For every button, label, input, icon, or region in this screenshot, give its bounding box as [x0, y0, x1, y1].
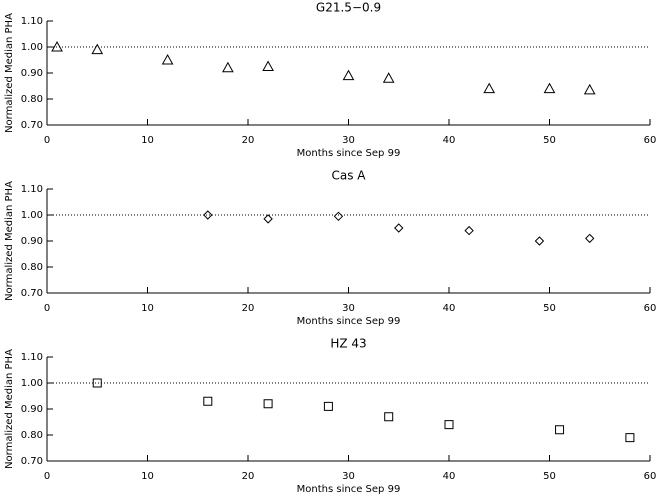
data-point — [543, 82, 556, 94]
x-tick-label: 40 — [443, 471, 456, 482]
data-point — [625, 433, 635, 443]
panel-title: Cas A — [331, 169, 366, 183]
y-axis-label: Normalized Median PHA — [4, 13, 15, 133]
data-point — [262, 60, 274, 71]
data-point — [222, 61, 234, 73]
x-tick-label: 10 — [141, 303, 154, 314]
x-tick-label: 40 — [443, 303, 456, 314]
y-tick-label: 0.90 — [21, 236, 43, 247]
y-axis-label: Normalized Median PHA — [4, 181, 15, 301]
x-tick-label: 10 — [141, 135, 154, 146]
x-tick-label: 40 — [443, 135, 456, 146]
y-tick-label: 0.80 — [21, 94, 43, 105]
y-tick-label: 0.90 — [21, 404, 43, 415]
data-point — [583, 83, 596, 95]
data-point — [384, 412, 394, 422]
y-tick-label: 0.70 — [21, 288, 43, 299]
data-point — [323, 401, 333, 411]
y-tick-label: 1.00 — [21, 378, 43, 389]
y-tick-label: 0.90 — [21, 68, 43, 79]
y-tick-label: 1.10 — [21, 184, 43, 195]
data-point — [203, 210, 213, 220]
x-tick-label: 30 — [342, 303, 355, 314]
data-point — [464, 225, 474, 236]
y-tick-label: 1.10 — [21, 16, 43, 27]
data-point — [534, 236, 545, 246]
x-tick-label: 60 — [644, 303, 657, 314]
data-point — [263, 214, 273, 224]
x-tick-label: 60 — [644, 135, 657, 146]
x-tick-label: 50 — [543, 471, 556, 482]
x-tick-label: 20 — [242, 303, 255, 314]
x-tick-label: 50 — [543, 135, 556, 146]
y-tick-label: 0.70 — [21, 120, 43, 131]
y-tick-label: 1.00 — [21, 42, 43, 53]
x-tick-label: 60 — [644, 471, 657, 482]
x-tick-label: 0 — [44, 135, 50, 146]
y-tick-label: 0.70 — [21, 456, 43, 467]
x-axis-label: Months since Sep 99 — [297, 148, 401, 159]
y-tick-label: 0.80 — [21, 262, 43, 273]
x-tick-label: 30 — [342, 471, 355, 482]
x-tick-label: 30 — [342, 135, 355, 146]
x-tick-label: 10 — [141, 471, 154, 482]
data-point — [333, 211, 344, 222]
x-tick-label: 20 — [242, 135, 255, 146]
x-tick-label: 0 — [44, 303, 50, 314]
data-point — [203, 396, 213, 406]
y-tick-label: 0.80 — [21, 430, 43, 441]
data-point — [382, 72, 395, 83]
data-point — [444, 420, 454, 430]
x-axis-label: Months since Sep 99 — [297, 316, 401, 327]
data-point — [161, 53, 174, 65]
x-tick-label: 20 — [242, 471, 255, 482]
panel-title: G21.5−0.9 — [316, 1, 381, 15]
data-point — [51, 40, 63, 52]
data-point — [91, 43, 104, 55]
x-axis-label: Months since Sep 99 — [297, 484, 401, 495]
data-point — [555, 425, 565, 435]
data-point — [394, 223, 404, 233]
y-axis-label: Normalized Median PHA — [4, 349, 15, 469]
y-tick-label: 1.00 — [21, 210, 43, 221]
panel-title: HZ 43 — [330, 337, 366, 351]
x-tick-label: 0 — [44, 471, 50, 482]
data-point — [92, 378, 102, 388]
data-point — [263, 399, 273, 409]
y-tick-label: 1.10 — [21, 352, 43, 363]
data-point — [483, 82, 496, 94]
data-point — [584, 233, 595, 244]
x-tick-label: 50 — [543, 303, 556, 314]
data-point — [342, 69, 355, 81]
